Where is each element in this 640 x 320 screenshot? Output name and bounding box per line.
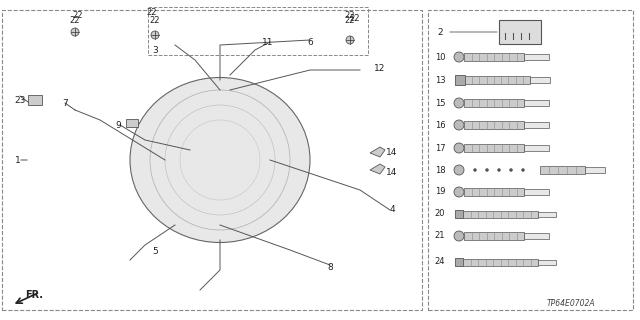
Text: 8: 8 xyxy=(327,263,333,273)
Polygon shape xyxy=(370,164,385,174)
Circle shape xyxy=(454,231,464,241)
Bar xyxy=(524,100,549,106)
Text: 14: 14 xyxy=(387,167,397,177)
Bar xyxy=(464,121,524,129)
Ellipse shape xyxy=(130,77,310,243)
Text: 12: 12 xyxy=(374,63,386,73)
Bar xyxy=(464,232,524,240)
Text: 24: 24 xyxy=(435,258,445,267)
Text: 22: 22 xyxy=(73,11,83,20)
Circle shape xyxy=(454,165,464,175)
Text: 13: 13 xyxy=(435,76,445,84)
Bar xyxy=(524,145,549,151)
Circle shape xyxy=(454,187,464,197)
Circle shape xyxy=(486,169,488,172)
Text: 14: 14 xyxy=(387,148,397,156)
Text: 19: 19 xyxy=(435,188,445,196)
Circle shape xyxy=(346,36,354,44)
Bar xyxy=(455,75,465,85)
Bar xyxy=(540,166,585,174)
Text: 7: 7 xyxy=(62,99,68,108)
Bar xyxy=(538,212,556,217)
Text: TP64E0702A: TP64E0702A xyxy=(547,299,595,308)
Text: 18: 18 xyxy=(435,165,445,174)
Bar xyxy=(463,259,538,266)
Bar xyxy=(530,77,550,83)
Circle shape xyxy=(151,31,159,39)
Bar xyxy=(464,144,524,152)
Circle shape xyxy=(454,52,464,62)
Text: 5: 5 xyxy=(152,247,158,257)
Text: 22: 22 xyxy=(345,11,355,20)
Bar xyxy=(538,260,556,265)
Text: 4: 4 xyxy=(389,205,395,214)
Bar xyxy=(524,189,549,195)
Bar xyxy=(524,122,549,128)
Bar xyxy=(463,211,538,218)
Bar xyxy=(464,99,524,107)
Text: 15: 15 xyxy=(435,99,445,108)
Circle shape xyxy=(497,169,500,172)
Text: 2: 2 xyxy=(437,28,443,36)
Text: 22: 22 xyxy=(345,15,355,25)
Polygon shape xyxy=(370,147,385,157)
Text: 17: 17 xyxy=(435,143,445,153)
Circle shape xyxy=(509,169,513,172)
Bar xyxy=(28,95,42,105)
Circle shape xyxy=(454,143,464,153)
Text: 22: 22 xyxy=(150,15,160,25)
Bar xyxy=(455,210,463,218)
Text: 21: 21 xyxy=(435,231,445,241)
Text: 1: 1 xyxy=(15,156,21,164)
Text: 9: 9 xyxy=(115,121,121,130)
Bar xyxy=(465,76,530,84)
Bar xyxy=(455,258,463,266)
Circle shape xyxy=(474,169,477,172)
Text: 16: 16 xyxy=(435,121,445,130)
Text: 23: 23 xyxy=(14,95,26,105)
Text: 6: 6 xyxy=(307,37,313,46)
Bar xyxy=(126,119,138,127)
Text: 22: 22 xyxy=(70,15,80,25)
Text: 20: 20 xyxy=(435,210,445,219)
Text: 10: 10 xyxy=(435,52,445,61)
Text: 3: 3 xyxy=(152,45,158,54)
Circle shape xyxy=(522,169,525,172)
Circle shape xyxy=(71,28,79,36)
Bar xyxy=(524,54,549,60)
Text: FR.: FR. xyxy=(25,290,43,300)
Text: 22: 22 xyxy=(147,7,157,17)
Bar xyxy=(524,233,549,239)
Text: 22: 22 xyxy=(349,13,360,22)
Circle shape xyxy=(454,98,464,108)
FancyBboxPatch shape xyxy=(499,20,541,44)
Circle shape xyxy=(454,120,464,130)
Bar xyxy=(464,53,524,61)
Text: 11: 11 xyxy=(262,37,274,46)
Bar xyxy=(585,167,605,173)
Bar xyxy=(464,188,524,196)
